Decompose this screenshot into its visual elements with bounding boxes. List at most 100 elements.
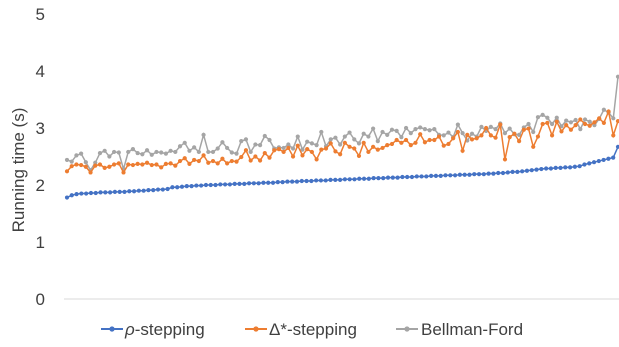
data-point bbox=[165, 186, 170, 192]
data-point bbox=[558, 165, 563, 170]
data-point bbox=[239, 139, 244, 144]
data-point bbox=[168, 161, 173, 166]
data-point bbox=[498, 122, 503, 127]
data-point bbox=[385, 175, 391, 180]
data-point bbox=[262, 133, 267, 139]
data-point bbox=[163, 151, 168, 156]
data-point bbox=[347, 144, 352, 149]
data-point bbox=[424, 174, 429, 179]
data-point bbox=[592, 120, 597, 125]
data-point bbox=[427, 137, 432, 143]
data-point bbox=[281, 149, 286, 155]
data-point bbox=[253, 142, 258, 147]
data-point bbox=[232, 181, 237, 186]
data-point bbox=[108, 190, 113, 195]
legend-label: Δ*-stepping bbox=[269, 320, 357, 339]
data-point bbox=[97, 150, 103, 156]
data-point bbox=[596, 158, 601, 164]
data-point bbox=[144, 160, 150, 165]
data-point bbox=[564, 123, 569, 128]
data-point bbox=[79, 151, 84, 156]
data-point bbox=[572, 164, 577, 169]
data-point bbox=[88, 170, 93, 175]
data-point bbox=[347, 130, 352, 135]
data-point bbox=[69, 164, 74, 169]
data-point bbox=[491, 171, 496, 176]
data-point bbox=[587, 161, 592, 166]
data-point bbox=[578, 127, 583, 132]
data-point bbox=[611, 116, 616, 121]
data-point bbox=[534, 167, 539, 172]
data-point bbox=[422, 127, 428, 132]
data-point bbox=[309, 141, 314, 146]
data-point bbox=[155, 187, 161, 192]
data-point bbox=[323, 178, 328, 183]
data-point bbox=[539, 166, 544, 172]
data-point bbox=[267, 137, 272, 143]
data-point bbox=[130, 162, 136, 168]
data-point bbox=[192, 157, 197, 163]
data-point bbox=[563, 165, 568, 170]
data-point bbox=[79, 162, 84, 168]
data-point bbox=[243, 148, 249, 153]
data-point bbox=[505, 170, 510, 175]
data-point bbox=[587, 123, 592, 128]
data-point bbox=[285, 179, 290, 184]
data-point bbox=[215, 161, 220, 166]
data-point bbox=[352, 137, 357, 142]
data-point bbox=[400, 174, 405, 180]
data-point bbox=[413, 140, 418, 145]
data-point bbox=[375, 147, 380, 152]
data-point bbox=[390, 175, 395, 180]
data-point bbox=[126, 162, 131, 167]
data-point bbox=[290, 154, 296, 159]
data-point bbox=[328, 137, 333, 142]
data-point bbox=[510, 169, 515, 174]
data-point bbox=[290, 179, 295, 184]
data-point bbox=[111, 162, 117, 167]
data-point bbox=[237, 181, 242, 186]
data-point bbox=[295, 134, 300, 139]
data-point bbox=[399, 135, 404, 140]
data-point bbox=[266, 180, 271, 185]
data-point bbox=[220, 156, 225, 161]
data-point bbox=[422, 140, 428, 145]
data-point bbox=[564, 118, 569, 123]
data-point bbox=[242, 181, 247, 186]
data-point bbox=[394, 128, 399, 133]
data-point bbox=[474, 136, 479, 141]
data-point bbox=[97, 162, 103, 167]
data-point bbox=[103, 190, 108, 195]
data-point bbox=[251, 181, 256, 186]
data-point bbox=[199, 183, 204, 188]
data-point bbox=[206, 160, 211, 165]
data-point bbox=[540, 112, 545, 117]
data-point bbox=[380, 129, 385, 135]
data-point bbox=[385, 132, 390, 137]
series-layer bbox=[64, 74, 619, 200]
y-tick-label: 3 bbox=[36, 119, 45, 138]
data-point bbox=[432, 127, 437, 132]
data-point bbox=[318, 178, 324, 183]
data-point bbox=[601, 107, 606, 112]
data-point bbox=[305, 139, 310, 144]
series-1 bbox=[64, 108, 619, 175]
data-point bbox=[601, 120, 606, 125]
data-point bbox=[460, 131, 465, 136]
data-point bbox=[488, 124, 493, 129]
data-point bbox=[540, 121, 545, 127]
series-line bbox=[66, 108, 619, 175]
y-tick-label: 5 bbox=[36, 5, 45, 24]
data-point bbox=[517, 139, 522, 144]
data-point bbox=[299, 178, 304, 184]
data-point bbox=[389, 141, 395, 147]
data-point bbox=[521, 127, 526, 132]
data-point bbox=[361, 131, 366, 136]
data-point bbox=[314, 143, 319, 148]
data-point bbox=[507, 126, 512, 131]
legend-swatch-marker bbox=[404, 326, 410, 332]
data-point bbox=[418, 125, 423, 130]
data-point bbox=[300, 153, 305, 158]
data-point bbox=[179, 184, 185, 189]
